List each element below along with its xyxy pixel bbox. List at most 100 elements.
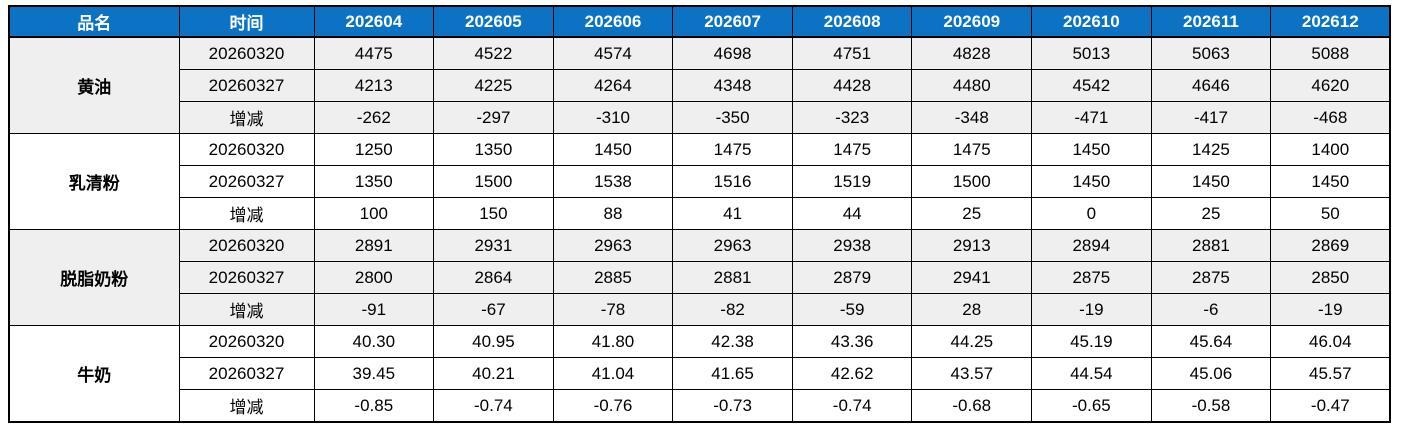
table-row: 增减 -91 -67 -78 -82 -59 28 -19 -6 -19 <box>9 293 1391 326</box>
price-value-cell: 1519 <box>791 165 913 198</box>
price-value-cell: 1475 <box>672 133 793 166</box>
price-value-cell: 2913 <box>911 229 1033 262</box>
price-value-cell: 40.21 <box>433 357 554 390</box>
delta-value-cell: -67 <box>433 293 554 326</box>
price-value-cell: 2891 <box>313 229 435 262</box>
price-value-cell: 2875 <box>1031 261 1152 294</box>
delta-value-cell: -310 <box>552 101 674 134</box>
product-name-cell: 脱脂奶粉 <box>8 229 180 326</box>
price-value-cell: 4542 <box>1031 69 1152 102</box>
price-value-cell: 39.45 <box>313 357 435 390</box>
header-row: 品名 时间 202604 202605 202606 202607 202608 202609… <box>8 5 1391 38</box>
price-value-cell: 2869 <box>1270 229 1391 262</box>
price-value-cell: 2931 <box>433 229 554 262</box>
delta-value-cell: -350 <box>672 101 793 134</box>
month-column-header: 202604 <box>313 5 435 38</box>
price-value-cell: 45.19 <box>1031 325 1152 358</box>
price-value-cell: 5063 <box>1150 36 1272 70</box>
price-value-cell: 1425 <box>1150 133 1272 166</box>
price-value-cell: 1500 <box>433 165 554 198</box>
date-row-label: 20260320 <box>178 36 315 70</box>
delta-value-cell: 100 <box>313 197 435 230</box>
month-column-header: 202608 <box>791 5 913 38</box>
month-column-header: 202605 <box>433 5 554 38</box>
price-value-cell: 42.62 <box>791 357 913 390</box>
month-column-header: 202611 <box>1150 5 1272 38</box>
delta-value-cell: -6 <box>1150 293 1272 326</box>
price-value-cell: 4522 <box>433 36 554 70</box>
price-value-cell: 2885 <box>552 261 674 294</box>
delta-value-cell: -262 <box>313 101 435 134</box>
price-value-cell: 2864 <box>433 261 554 294</box>
delta-value-cell: 88 <box>552 197 674 230</box>
delta-value-cell: -78 <box>552 293 674 326</box>
price-value-cell: 4348 <box>672 69 793 102</box>
price-value-cell: 1475 <box>791 133 913 166</box>
product-column-header: 品名 <box>8 5 180 38</box>
price-value-cell: 41.65 <box>672 357 793 390</box>
table-row: 脱脂奶粉 20260320 2891 2931 2963 2963 2938 2913 2894… <box>8 229 1391 326</box>
price-value-cell: 2938 <box>791 229 913 262</box>
price-value-cell: 5013 <box>1031 36 1152 70</box>
price-value-cell: 1516 <box>672 165 793 198</box>
product-name-cell: 黄油 <box>8 36 180 134</box>
delta-value-cell: 0 <box>1031 197 1152 230</box>
price-value-cell: 2963 <box>552 229 674 262</box>
delta-value-cell: -0.65 <box>1031 389 1152 423</box>
price-value-cell: 44.25 <box>911 325 1033 358</box>
price-value-cell: 42.38 <box>672 325 793 358</box>
price-value-cell: 2881 <box>672 261 793 294</box>
price-value-cell: 4264 <box>552 69 674 102</box>
price-value-cell: 1475 <box>911 133 1033 166</box>
price-value-cell: 4428 <box>791 69 913 102</box>
date-row-label: 20260320 <box>178 133 315 166</box>
price-value-cell: 1350 <box>313 165 435 198</box>
delta-value-cell: -323 <box>791 101 913 134</box>
price-value-cell: 2800 <box>313 261 435 294</box>
table-body: 黄油 20260320 4475 4522 4574 4698 4751 4828 5013 50… <box>8 36 1391 423</box>
table-row: 增减 100 150 88 41 44 25 0 25 50 <box>9 197 1391 230</box>
table-row: 20260327 1350 1500 1538 1516 1519 1500 1450 1450… <box>9 165 1391 198</box>
price-value-cell: 1450 <box>1270 165 1391 198</box>
price-value-cell: 45.64 <box>1150 325 1272 358</box>
price-value-cell: 4828 <box>911 36 1033 70</box>
date-row-label: 20260320 <box>178 325 315 358</box>
price-value-cell: 45.06 <box>1150 357 1272 390</box>
delta-value-cell: -0.74 <box>433 389 554 423</box>
delta-value-cell: -0.73 <box>672 389 793 423</box>
delta-value-cell: -19 <box>1031 293 1152 326</box>
price-value-cell: 5088 <box>1270 36 1391 70</box>
price-value-cell: 46.04 <box>1270 325 1391 358</box>
delta-value-cell: -91 <box>313 293 435 326</box>
delta-value-cell: -297 <box>433 101 554 134</box>
delta-value-cell: 25 <box>911 197 1033 230</box>
table-row: 20260327 4213 4225 4264 4348 4428 4480 4542 4646… <box>9 69 1391 102</box>
delta-value-cell: -82 <box>672 293 793 326</box>
price-value-cell: 40.30 <box>313 325 435 358</box>
price-value-cell: 4751 <box>791 36 913 70</box>
price-value-cell: 1450 <box>552 133 674 166</box>
table-row: 乳清粉 20260320 1250 1350 1450 1475 1475 1475 1450 1… <box>8 133 1391 230</box>
price-value-cell: 4574 <box>552 36 674 70</box>
price-value-cell: 2941 <box>911 261 1033 294</box>
delta-row-label: 增减 <box>178 293 315 326</box>
delta-value-cell: -0.74 <box>791 389 913 423</box>
product-name-cell: 乳清粉 <box>8 133 180 230</box>
date-row-label: 20260327 <box>178 261 315 294</box>
delta-value-cell: 44 <box>791 197 913 230</box>
delta-value-cell: 41 <box>672 197 793 230</box>
delta-value-cell: -0.68 <box>911 389 1033 423</box>
table-row: 20260327 2800 2864 2885 2881 2879 2941 2875 2875… <box>9 261 1391 294</box>
table-header: 品名 时间 202604 202605 202606 202607 202608 202609… <box>8 5 1391 38</box>
price-value-cell: 43.36 <box>791 325 913 358</box>
month-column-header: 202609 <box>911 5 1033 38</box>
table-row: 20260327 39.45 40.21 41.04 41.65 42.62 43.57 44… <box>9 357 1391 390</box>
price-value-cell: 4213 <box>313 69 435 102</box>
price-value-cell: 2879 <box>791 261 913 294</box>
price-value-cell: 44.54 <box>1031 357 1152 390</box>
price-value-cell: 2875 <box>1150 261 1272 294</box>
date-row-label: 20260327 <box>178 165 315 198</box>
price-value-cell: 2881 <box>1150 229 1272 262</box>
price-value-cell: 4480 <box>911 69 1033 102</box>
